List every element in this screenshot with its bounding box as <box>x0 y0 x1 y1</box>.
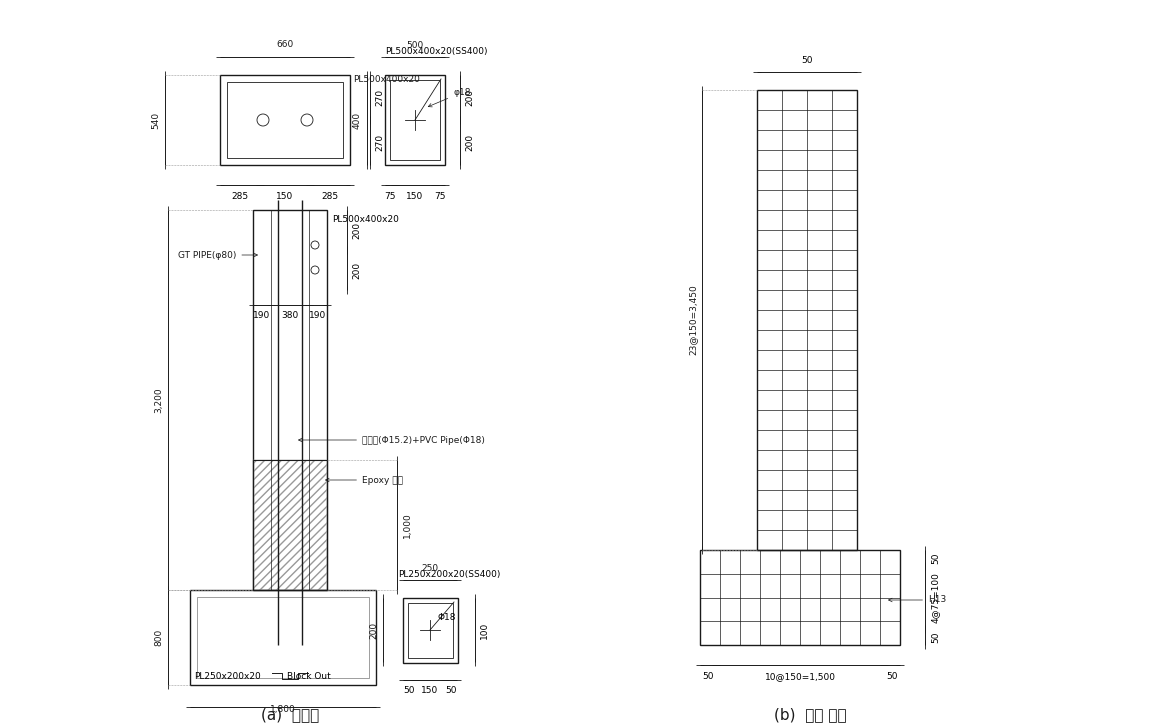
Text: Block Out: Block Out <box>287 672 331 681</box>
Text: 285: 285 <box>322 192 338 201</box>
Text: 200: 200 <box>352 221 361 239</box>
Bar <box>403 598 458 663</box>
Text: 100: 100 <box>480 621 489 639</box>
Text: 270: 270 <box>375 89 384 106</box>
Text: 190: 190 <box>253 311 271 320</box>
Bar <box>389 80 440 160</box>
Text: Φ18: Φ18 <box>438 613 457 623</box>
Text: 50: 50 <box>801 56 813 65</box>
Bar <box>220 75 350 165</box>
Bar <box>757 90 857 550</box>
Text: 23@150=3,450: 23@150=3,450 <box>688 285 697 355</box>
Bar <box>253 460 326 590</box>
Bar <box>227 82 343 158</box>
Text: 50: 50 <box>702 672 714 681</box>
Text: 200: 200 <box>352 262 361 278</box>
Text: 50: 50 <box>403 686 415 695</box>
Bar <box>190 590 375 685</box>
Text: 150: 150 <box>421 686 438 695</box>
Text: Epoxy 도포: Epoxy 도포 <box>325 476 403 484</box>
Text: (a)  일반도: (a) 일반도 <box>261 708 319 723</box>
Bar <box>385 75 445 165</box>
Text: 800: 800 <box>154 629 163 646</box>
Text: PL500x400x20(SS400): PL500x400x20(SS400) <box>385 47 487 56</box>
Text: 400: 400 <box>353 112 361 128</box>
Text: 150: 150 <box>407 192 423 201</box>
Text: 270: 270 <box>375 134 384 151</box>
Bar <box>700 550 900 645</box>
Text: 10@150=1,500: 10@150=1,500 <box>765 672 836 681</box>
Text: 200: 200 <box>465 134 475 151</box>
Text: 50: 50 <box>445 686 457 695</box>
Bar <box>253 210 326 590</box>
Text: 250: 250 <box>421 564 438 573</box>
Text: 구연선(Φ15.2)+PVC Pipe(Φ18): 구연선(Φ15.2)+PVC Pipe(Φ18) <box>298 436 485 444</box>
Text: 660: 660 <box>276 40 294 49</box>
Text: 1,800: 1,800 <box>271 705 296 714</box>
Text: PL500x400x20: PL500x400x20 <box>332 215 399 224</box>
Text: 1,000: 1,000 <box>403 512 412 538</box>
Text: 4@75=100: 4@75=100 <box>930 572 940 623</box>
Text: 285: 285 <box>231 192 248 201</box>
Text: φ18: φ18 <box>428 88 471 107</box>
Text: H13: H13 <box>888 595 947 605</box>
Text: 150: 150 <box>276 192 294 201</box>
Text: 50: 50 <box>930 552 940 564</box>
Text: PL250x200x20(SS400): PL250x200x20(SS400) <box>398 570 500 579</box>
Text: 190: 190 <box>309 311 326 320</box>
Text: (b)  철근 상세: (b) 철근 상세 <box>774 708 847 723</box>
Text: PL500x400x20: PL500x400x20 <box>353 75 420 84</box>
Text: 380: 380 <box>281 311 298 320</box>
Text: 75: 75 <box>385 192 395 201</box>
Text: 75: 75 <box>434 192 445 201</box>
Bar <box>408 603 454 658</box>
Bar <box>197 597 368 678</box>
Text: 540: 540 <box>152 112 160 128</box>
Text: PL250x200x20: PL250x200x20 <box>194 672 261 681</box>
Text: 3,200: 3,200 <box>154 387 163 413</box>
Bar <box>253 460 326 590</box>
Text: GT PIPE(φ80): GT PIPE(φ80) <box>178 251 258 260</box>
Text: 50: 50 <box>930 631 940 643</box>
Text: 200: 200 <box>368 621 378 639</box>
Text: 500: 500 <box>407 41 423 50</box>
Text: 200: 200 <box>465 89 475 106</box>
Text: 50: 50 <box>886 672 898 681</box>
